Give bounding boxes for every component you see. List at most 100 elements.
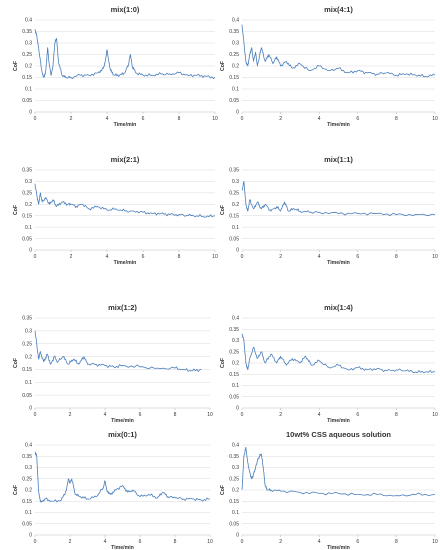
- x-axis-label: Time/min: [327, 122, 350, 128]
- x-tick-label: 8: [178, 254, 181, 260]
- y-tick-label: 0.2: [232, 202, 239, 208]
- y-tick-label: 0: [29, 248, 32, 254]
- y-axis-label: CoF: [220, 205, 226, 215]
- y-tick-label: 0.4: [232, 316, 239, 322]
- y-tick-label: 0.15: [22, 367, 32, 373]
- y-tick-label: 0.15: [229, 75, 239, 81]
- chart-title: mix(1:1): [324, 155, 353, 164]
- y-tick-label: 0.15: [22, 75, 32, 81]
- y-tick-label: 0: [236, 533, 239, 539]
- y-tick-label: 0: [236, 110, 239, 116]
- y-tick-label: 0.1: [232, 383, 239, 389]
- x-tick-label: 4: [104, 539, 107, 545]
- x-tick-label: 10: [207, 412, 213, 418]
- x-tick-label: 10: [432, 412, 438, 418]
- cof-series-line: [34, 451, 211, 503]
- y-tick-label: 0.15: [229, 499, 239, 505]
- x-tick-label: 4: [318, 539, 321, 545]
- y-tick-label: 0.1: [25, 225, 32, 231]
- y-tick-label: 0.25: [22, 52, 32, 58]
- cof-series-line: [241, 446, 436, 497]
- y-tick-label: 0.25: [229, 191, 239, 197]
- y-tick-label: 0.3: [232, 179, 239, 185]
- chart-title: mix(1:0): [111, 5, 140, 14]
- y-tick-label: 0.15: [229, 372, 239, 378]
- x-tick-label: 6: [139, 412, 142, 418]
- y-tick-label: 0.05: [22, 521, 32, 527]
- x-axis-label: Time/min: [327, 545, 350, 550]
- x-axis-label: Time/min: [327, 418, 350, 424]
- y-tick-label: 0.35: [229, 327, 239, 333]
- chart-panel: mix(1:0) 0 0.05 0.1 0.15 0.2 0.25 0.3 0.35 0.4 0 2 4…: [13, 5, 218, 128]
- y-tick-label: 0.05: [22, 98, 32, 104]
- y-tick-label: 0.1: [25, 380, 32, 386]
- x-tick-label: 8: [395, 412, 398, 418]
- y-tick-label: 0: [236, 406, 239, 412]
- x-tick-label: 2: [69, 412, 72, 418]
- x-tick-label: 4: [318, 254, 321, 260]
- cof-series-line: [241, 24, 436, 78]
- x-tick-label: 0: [34, 116, 37, 122]
- x-tick-label: 6: [139, 539, 142, 545]
- y-tick-label: 0.35: [22, 29, 32, 35]
- x-tick-label: 10: [212, 116, 218, 122]
- x-tick-label: 8: [395, 254, 398, 260]
- x-tick-label: 8: [178, 116, 181, 122]
- x-tick-label: 10: [432, 254, 438, 260]
- x-tick-label: 4: [104, 412, 107, 418]
- y-tick-label: 0.1: [25, 510, 32, 516]
- chart-title: mix(1:2): [108, 303, 137, 312]
- y-tick-label: 0.3: [232, 338, 239, 344]
- y-tick-label: 0.4: [25, 443, 32, 449]
- y-tick-label: 0.3: [25, 329, 32, 335]
- x-tick-label: 0: [34, 412, 37, 418]
- chart-panel: mix(4:1) 0 0.05 0.1 0.15 0.2 0.25 0.3 0.35 0.4 0 2 4…: [220, 5, 438, 128]
- y-tick-label: 0.25: [22, 341, 32, 347]
- y-axis-label: CoF: [220, 485, 226, 495]
- y-tick-label: 0.25: [22, 191, 32, 197]
- chart-title: mix(0:1): [108, 430, 137, 439]
- y-axis-label: CoF: [220, 358, 226, 368]
- y-tick-label: 0.15: [229, 213, 239, 219]
- x-tick-label: 8: [395, 539, 398, 545]
- chart-panel: mix(1:4) 0 0.05 0.1 0.15 0.2 0.25 0.3 0.35 0.4 0 2 4…: [220, 303, 438, 424]
- x-tick-label: 8: [174, 412, 177, 418]
- x-tick-label: 0: [34, 254, 37, 260]
- y-tick-label: 0.2: [232, 488, 239, 494]
- y-tick-label: 0.05: [229, 98, 239, 104]
- x-axis-label: Time/min: [327, 260, 350, 266]
- y-tick-label: 0.35: [229, 454, 239, 460]
- x-tick-label: 10: [432, 116, 438, 122]
- y-axis-label: CoF: [13, 485, 19, 495]
- x-tick-label: 4: [318, 116, 321, 122]
- y-tick-label: 0.35: [229, 29, 239, 35]
- y-tick-label: 0.35: [229, 168, 239, 174]
- y-axis-label: CoF: [13, 358, 19, 368]
- x-tick-label: 0: [241, 116, 244, 122]
- cof-series-line: [241, 181, 436, 217]
- y-tick-label: 0.2: [25, 202, 32, 208]
- x-axis-label: Time/min: [114, 260, 137, 266]
- y-tick-label: 0.2: [25, 354, 32, 360]
- y-tick-label: 0: [236, 248, 239, 254]
- y-tick-label: 0.35: [22, 168, 32, 174]
- x-tick-label: 0: [34, 539, 37, 545]
- x-tick-label: 10: [207, 539, 213, 545]
- y-tick-label: 0.05: [229, 394, 239, 400]
- x-axis-label: Time/min: [111, 418, 134, 424]
- y-tick-label: 0.25: [229, 52, 239, 58]
- y-tick-label: 0.3: [25, 179, 32, 185]
- y-tick-label: 0.35: [22, 316, 32, 322]
- x-tick-label: 10: [212, 254, 218, 260]
- cof-series-line: [34, 183, 216, 218]
- x-tick-label: 6: [142, 254, 145, 260]
- y-tick-label: 0: [29, 110, 32, 116]
- y-tick-label: 0.1: [25, 87, 32, 93]
- y-tick-label: 0.3: [232, 465, 239, 471]
- chart-title: 10wt% CSS aqueous solution: [286, 430, 391, 439]
- y-tick-label: 0.4: [232, 18, 239, 24]
- x-tick-label: 2: [70, 116, 73, 122]
- x-tick-label: 0: [241, 539, 244, 545]
- y-tick-label: 0: [29, 406, 32, 412]
- x-axis-label: Time/min: [114, 122, 137, 128]
